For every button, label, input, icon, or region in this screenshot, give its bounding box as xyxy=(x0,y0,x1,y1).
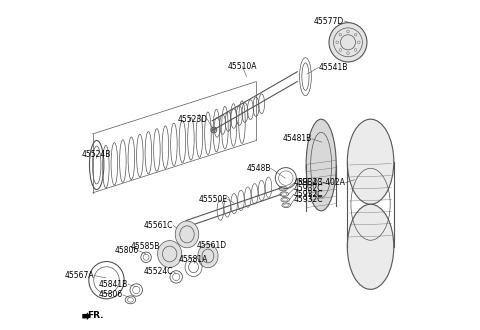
Text: 45806: 45806 xyxy=(98,290,123,299)
Text: 45932C: 45932C xyxy=(294,179,324,187)
Text: 45932C: 45932C xyxy=(294,184,324,193)
Text: 45561D: 45561D xyxy=(197,241,227,250)
Text: 45524C: 45524C xyxy=(144,267,173,276)
Text: 45481B: 45481B xyxy=(283,134,312,143)
Text: 45550E: 45550E xyxy=(198,195,228,204)
Text: FR.: FR. xyxy=(87,311,104,320)
Ellipse shape xyxy=(157,241,182,267)
Polygon shape xyxy=(82,312,91,320)
Text: 45567A: 45567A xyxy=(65,271,95,280)
Text: 45581A: 45581A xyxy=(179,255,208,264)
Text: 45561C: 45561C xyxy=(144,221,173,230)
Ellipse shape xyxy=(175,221,199,248)
Ellipse shape xyxy=(329,23,367,62)
Text: 45510A: 45510A xyxy=(228,62,257,71)
Ellipse shape xyxy=(348,119,394,204)
Text: 45932C: 45932C xyxy=(294,190,324,199)
Text: 45577D: 45577D xyxy=(314,16,344,25)
Text: REF.43-402A: REF.43-402A xyxy=(297,179,345,187)
Text: 45932C: 45932C xyxy=(294,195,324,204)
Text: 45541B: 45541B xyxy=(319,63,348,72)
Ellipse shape xyxy=(198,244,218,268)
Text: 45841B: 45841B xyxy=(99,280,128,289)
Text: 4548B: 4548B xyxy=(246,164,271,173)
Text: 45523D: 45523D xyxy=(177,115,207,124)
Ellipse shape xyxy=(306,119,336,211)
Ellipse shape xyxy=(348,204,394,289)
Text: 45806: 45806 xyxy=(114,246,139,255)
Text: 45585B: 45585B xyxy=(131,242,160,251)
Text: 45524B: 45524B xyxy=(81,150,111,159)
